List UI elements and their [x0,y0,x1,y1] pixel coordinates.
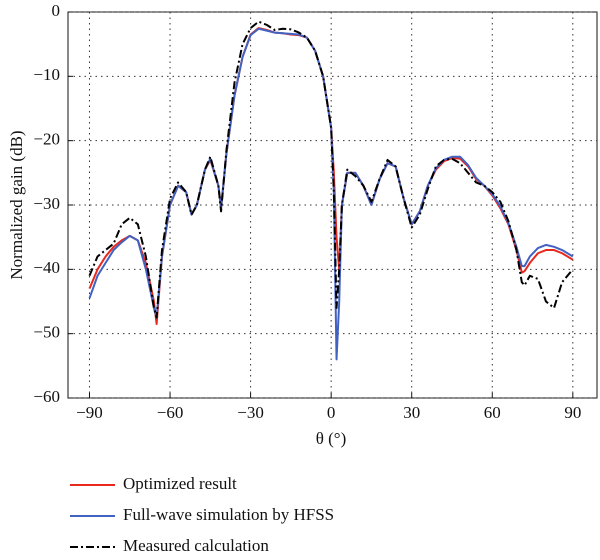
series-line [88,20,574,319]
y-tick-label: −40 [33,258,60,277]
y-axis-label: Normalized gain (dB) [7,130,26,279]
x-tick-label: 90 [564,403,581,422]
x-tick-label: −30 [237,403,264,422]
series-line [88,27,574,361]
x-tick-label: −90 [76,403,103,422]
y-tick-label: −20 [33,130,60,149]
y-tick-label: −30 [33,194,60,213]
x-tick-label: 30 [403,403,420,422]
legend-label: Optimized result [123,474,237,493]
y-tick-label: −10 [33,65,60,84]
x-tick-label: −60 [157,403,184,422]
y-tick-label: −60 [33,387,60,406]
series-line [88,27,574,326]
y-tick-label: 0 [52,1,61,20]
x-axis-label: θ (°) [316,429,347,448]
x-tick-label: 0 [327,403,336,422]
legend-label: Measured calculation [123,536,269,555]
legend-label: Full-wave simulation by HFSS [123,505,334,524]
x-tick-label: 60 [484,403,501,422]
y-tick-label: −50 [33,323,60,342]
